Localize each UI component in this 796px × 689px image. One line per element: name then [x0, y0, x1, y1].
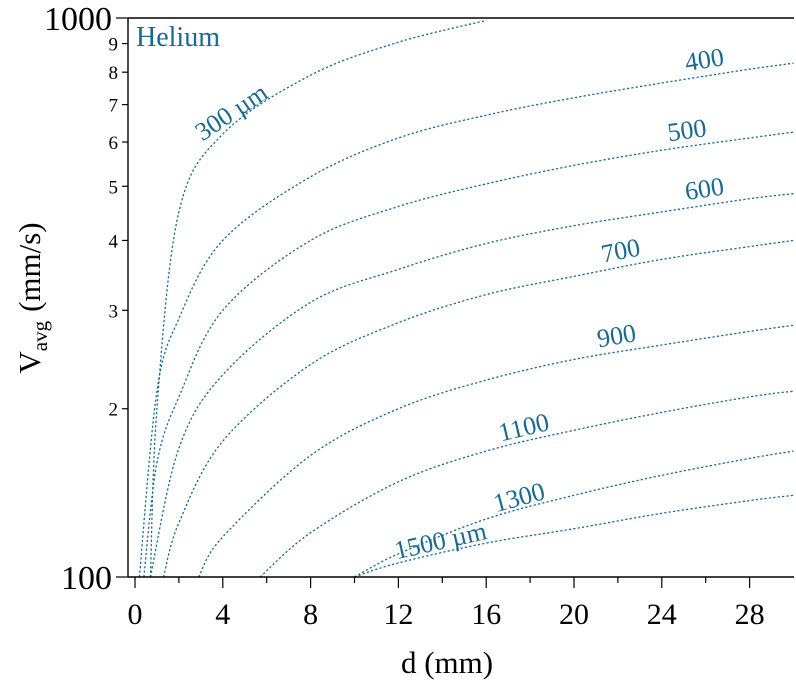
- x-tick-label: 8: [303, 598, 318, 631]
- series-label: 700: [599, 233, 643, 269]
- y-minor-tick-label: 7: [109, 96, 119, 117]
- series-label: 400: [683, 42, 726, 77]
- x-tick-label: 12: [383, 598, 413, 631]
- x-tick-label: 0: [128, 598, 143, 631]
- y-minor-tick-label: 8: [109, 63, 119, 84]
- series-label: 600: [683, 172, 726, 206]
- series-label: 1300: [490, 477, 548, 519]
- series-line: [149, 193, 794, 578]
- y-axis-label-subscript: avg: [28, 320, 52, 351]
- x-tick-label: 16: [471, 598, 501, 631]
- series-curves: [138, 19, 794, 578]
- series-line: [354, 494, 794, 578]
- series-label: 1100: [496, 407, 552, 447]
- x-tick-label: 4: [215, 598, 230, 631]
- y-minor-tick-label: 2: [109, 400, 119, 421]
- series-line: [138, 62, 794, 578]
- y-minor-tick-label: 6: [109, 133, 119, 154]
- series-label: 500: [666, 113, 709, 147]
- series-line: [354, 450, 794, 578]
- series-label: 1500 µm: [392, 516, 490, 565]
- series-line: [259, 390, 794, 578]
- x-axis-label: d (mm): [401, 645, 493, 680]
- y-minor-tick-label: 5: [109, 177, 119, 198]
- y-major-tick-label: 100: [61, 560, 112, 597]
- series-line: [143, 131, 794, 578]
- series-line: [198, 324, 794, 578]
- y-axis-ticks: 100 1000 2 3 4 5 6 7 8 9: [44, 1, 128, 597]
- series-line: [162, 239, 794, 578]
- y-axis-label-main: V: [12, 351, 47, 374]
- y-minor-tick-label: 9: [109, 35, 119, 56]
- series-label: 300 µm: [190, 78, 273, 147]
- x-axis-ticks: 0 4 8 12 16 20 24 28: [128, 577, 765, 631]
- x-tick-label: 24: [647, 598, 677, 631]
- series-label: 900: [595, 318, 638, 353]
- y-major-tick-label: 1000: [44, 1, 112, 38]
- series-line: [149, 19, 487, 578]
- chart-annotation: Helium: [136, 22, 220, 53]
- y-axis-label-unit: (mm/s): [12, 222, 47, 312]
- y-axis-label: Vavg (mm/s): [12, 222, 52, 373]
- y-minor-tick-label: 4: [109, 231, 119, 252]
- x-tick-label: 20: [559, 598, 589, 631]
- x-tick-label: 28: [735, 598, 765, 631]
- y-minor-tick-label: 3: [109, 301, 119, 322]
